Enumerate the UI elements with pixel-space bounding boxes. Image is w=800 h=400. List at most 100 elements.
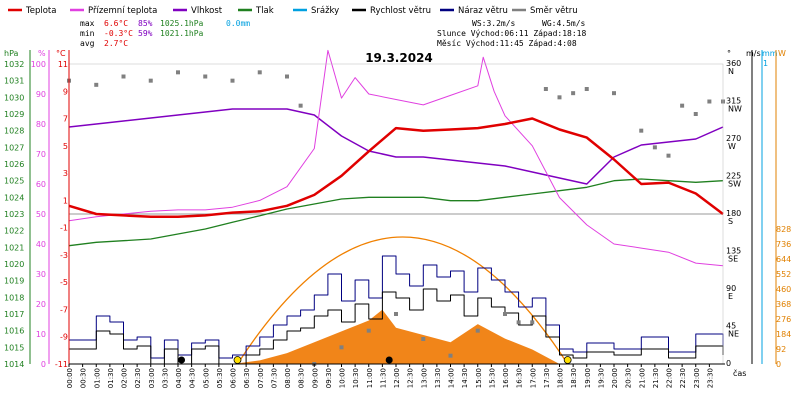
tick-dir-name: SE [728,255,738,264]
legend-label: Teplota [25,6,56,16]
tick-x: 23:30 [706,368,714,388]
tick-x: 20:00 [611,368,619,388]
stat-min-label: min [80,29,95,38]
stat-min-press: 1021.1hPa [160,29,204,38]
wind-direction-point [543,87,548,91]
tick-pct: 40 [36,240,46,249]
tick-wm: 184 [776,330,791,339]
wind-direction-point [557,95,562,100]
tick-temp: 9 [63,87,68,96]
stat-avg-label: avg [80,39,95,48]
axis-pct-label: % [38,49,46,58]
tick-hpa: 1015 [4,343,24,352]
wind-direction-point [530,320,535,325]
tick-x: 03:00 [148,368,156,388]
tick-hpa: 1025 [4,177,24,186]
tick-hpa: 1014 [4,360,24,369]
tick-hpa: 1031 [4,77,24,86]
tick-x: 09:30 [325,368,333,388]
tick-dir-deg: 360 [726,59,741,68]
tick-hpa: 1022 [4,227,24,236]
wind-direction-point [257,70,262,75]
tick-x: 18:30 [570,368,578,388]
tick-temp: -7 [60,305,68,314]
tick-wm: 736 [776,240,791,249]
tick-x: 14:30 [461,368,469,388]
legend-label: Rychlost větru [370,6,431,16]
tick-x: 15:30 [488,368,496,388]
tick-dir-name: W [728,142,736,151]
tick-x: 13:30 [434,368,442,388]
axes: hPa% °C1032103110301029102810271026102510… [4,49,791,388]
tick-temp: 5 [63,142,68,151]
tick-hpa: 1024 [4,193,24,202]
tick-x: 22:00 [666,368,674,388]
tick-temp: -1 [60,224,68,233]
wind-direction-point [298,103,303,108]
tick-x: 20:30 [625,368,633,388]
tick-x: 18:00 [557,368,565,388]
axis-deg-label: ° [727,49,731,58]
tick-dir-deg: 135 [726,247,741,256]
tick-x: 17:30 [543,368,551,388]
wind-direction-point [503,312,507,316]
axis-ms-top: 1 [763,59,768,68]
tick-hpa: 1032 [4,60,24,69]
legend-label: Srážky [311,6,339,16]
series-humidity-line [68,108,724,185]
stat-min-temp: -0.3°C [104,29,133,38]
axis-mm-label: mm [762,49,778,58]
tick-wm: 92 [776,345,786,354]
tick-x: 08:30 [298,368,306,388]
series-temperature-line [68,117,724,218]
tick-dir-name: NE [728,330,739,339]
tick-x: 19:00 [584,368,592,388]
tick-wm: 644 [776,255,791,264]
tick-temp: 3 [63,169,68,178]
tick-x: 16:00 [502,368,510,388]
tick-pct: 70 [36,150,46,159]
sunrise-marker [233,356,242,364]
tick-x: 04:30 [189,368,197,388]
tick-pct: 80 [36,120,46,129]
stat-moon: Měsíc Východ:11:45 Západ:4:08 [437,39,577,48]
legend-label: Vlhkost [191,6,223,16]
wind-direction-point [230,78,235,83]
tick-temp: 11 [58,60,68,69]
tick-wm: 460 [776,285,791,294]
wind-direction-point [421,337,426,341]
axis-x-label: čas [733,368,746,378]
tick-wm: 552 [776,270,791,279]
tick-hpa: 1016 [4,327,24,336]
tick-dir-name: NW [728,105,742,114]
stat-avg-temp: 2.7°C [104,39,128,48]
tick-x: 15:00 [475,368,483,388]
wind-direction-point [693,112,698,116]
tick-temp: -9 [60,333,68,342]
tick-x: 01:30 [107,368,115,388]
wind-direction-point [285,74,289,79]
wind-direction-point [475,328,480,333]
legend-label: Náraz větru [458,6,508,16]
tick-hpa: 1029 [4,110,24,119]
tick-wm: 0 [776,360,781,369]
tick-hpa: 1028 [4,127,24,136]
series-pressure-line [68,178,724,247]
tick-pct: 90 [36,90,46,99]
stat-wg: WG:4.5m/s [542,19,586,28]
tick-x: 22:30 [679,368,687,388]
tick-x: 21:00 [638,368,646,388]
tick-hpa: 1018 [4,293,24,302]
axis-temp-label: °C [56,49,66,58]
tick-pct: 30 [36,270,46,279]
tick-hpa: 1027 [4,143,24,152]
tick-temp: -5 [60,278,68,287]
axis-hpa-label: hPa [4,49,19,58]
stat-max-temp: 6.6°C [104,19,128,28]
tick-hpa: 1026 [4,160,24,169]
wind-direction-point [148,78,153,83]
stat-max-label: max [80,19,95,28]
tick-temp: 1 [63,196,68,205]
tick-x: 12:30 [407,368,415,388]
tick-hpa: 1030 [4,93,24,102]
